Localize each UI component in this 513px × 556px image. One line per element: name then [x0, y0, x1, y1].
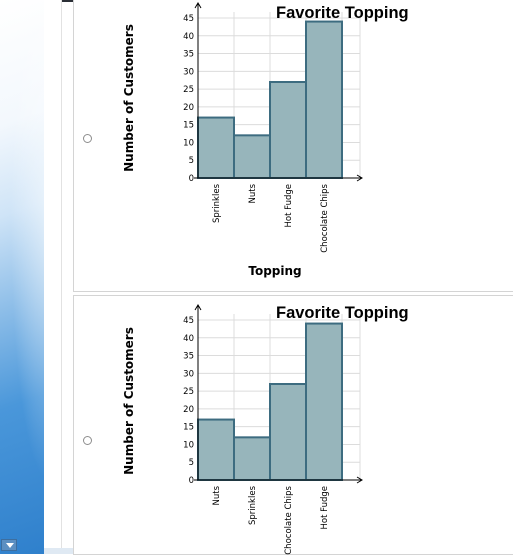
x-category-labels: Nuts Sprinkles Chocolate Chips Hot Fudge [212, 485, 330, 554]
y-tick-label: 15 [183, 121, 194, 131]
chart-bars [197, 322, 343, 481]
y-tick-label: 0 [189, 476, 194, 486]
x-axis-title: Topping [248, 264, 301, 278]
bar-hot-fudge [269, 81, 307, 179]
bar-chart-option-2: 0 5 10 15 20 25 30 35 40 45 Nuts Sprinkles Chocolat… [122, 304, 409, 555]
x-category-label: Sprinkles [248, 485, 258, 525]
left-decorative-panel [0, 0, 44, 554]
y-tick-labels: 0 5 10 15 20 25 30 35 40 45 [183, 14, 194, 184]
y-axis-arrow [194, 2, 202, 9]
x-category-label: Hot Fudge [320, 486, 330, 529]
answer-option-2[interactable]: 0 5 10 15 20 25 30 35 40 45 Nuts Sprinkles Chocolat… [73, 295, 513, 555]
bar-sprinkles [197, 116, 235, 179]
chart-axes [194, 2, 363, 182]
bar-hot-fudge [305, 322, 343, 481]
y-axis-arrow [194, 304, 202, 311]
y-tick-label: 35 [183, 352, 194, 362]
radio-button-option-2[interactable] [83, 436, 92, 445]
y-tick-label: 10 [183, 440, 194, 450]
x-category-label: Hot Fudge [284, 184, 294, 227]
y-tick-labels: 0 5 10 15 20 25 30 35 40 45 [183, 316, 194, 486]
chart-bars [197, 20, 343, 179]
chart-title: Favorite Topping [276, 4, 409, 22]
x-category-label: Chocolate Chips [284, 485, 294, 554]
panel-dropdown-button[interactable] [1, 539, 17, 551]
y-tick-label: 5 [189, 458, 194, 468]
y-tick-label: 20 [183, 405, 194, 415]
y-tick-label: 25 [183, 387, 194, 397]
y-tick-label: 0 [189, 174, 194, 184]
y-axis-title: Number of Customers [122, 24, 136, 172]
x-category-label: Nuts [248, 183, 258, 203]
content-gutter [44, 0, 61, 554]
x-category-label: Nuts [212, 485, 222, 505]
bar-sprinkles [233, 436, 271, 481]
x-category-labels: Sprinkles Nuts Hot Fudge Chocolate Chips [212, 183, 330, 252]
bar-nuts [233, 134, 271, 179]
y-tick-label: 40 [183, 32, 194, 42]
y-tick-label: 45 [183, 316, 194, 326]
y-tick-label: 15 [183, 423, 194, 433]
x-axis-arrow [356, 476, 363, 484]
chart-title: Favorite Topping [276, 304, 409, 322]
bar-nuts [197, 418, 235, 481]
y-axis-title: Number of Customers [122, 327, 136, 475]
chevron-down-icon [6, 543, 14, 548]
y-tick-label: 45 [183, 14, 194, 24]
answer-option-1[interactable]: 0 5 10 15 20 25 30 35 40 45 Sprinkles Nuts Hot Fudg… [73, 0, 513, 292]
y-tick-label: 10 [183, 138, 194, 148]
y-tick-label: 35 [183, 50, 194, 60]
bar-chocolate-chips [269, 383, 307, 481]
y-tick-label: 30 [183, 67, 194, 77]
bar-chart-option-1: 0 5 10 15 20 25 30 35 40 45 Sprinkles Nuts Hot Fudg… [122, 2, 409, 278]
radio-button-option-1[interactable] [83, 134, 92, 143]
chart-axes [194, 304, 363, 484]
y-tick-label: 40 [183, 334, 194, 344]
x-category-label: Chocolate Chips [320, 183, 330, 252]
x-axis-arrow [356, 174, 363, 182]
column-divider [61, 0, 62, 554]
y-tick-label: 30 [183, 369, 194, 379]
y-tick-label: 20 [183, 103, 194, 113]
bar-chocolate-chips [305, 20, 343, 179]
x-category-label: Sprinkles [212, 183, 222, 223]
y-tick-label: 25 [183, 85, 194, 95]
y-tick-label: 5 [189, 156, 194, 166]
